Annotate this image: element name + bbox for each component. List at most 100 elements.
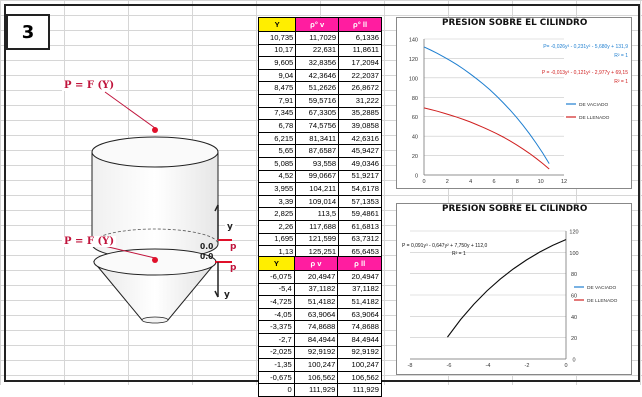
table-cell: 11,8611	[338, 43, 382, 58]
table-cell: 106,562	[337, 370, 382, 385]
y-tick-label: 80	[412, 96, 418, 102]
cylinder-axis-y: y	[225, 222, 235, 232]
table-cell: 7,91	[257, 93, 297, 108]
table-cell: 2,825	[257, 207, 297, 221]
table-row: -1,35 100,247 100,247	[258, 358, 382, 372]
y-tick-label: 120	[569, 230, 578, 236]
table-cell: 5,65	[257, 144, 297, 158]
table-cell: 10,17	[257, 43, 297, 58]
cone-axis-zero: 0.0	[200, 252, 214, 261]
table-cell: 111,929	[337, 383, 382, 397]
table-row: -4,725 51,4182 51,4182	[258, 295, 382, 309]
table-cell: 4,52	[257, 169, 297, 184]
table-cell: 67,3305	[295, 106, 340, 121]
table-cell: 42,6316	[338, 131, 382, 146]
table-row: 2,825 113,5 59,4861	[257, 207, 382, 221]
table-cell: 9,04	[257, 68, 297, 83]
table-cell: 20,4947	[293, 270, 339, 284]
table-cell: 74,8688	[293, 320, 339, 334]
table-cell: -5,4	[258, 282, 295, 297]
table-row: 9,04 42,3646 22,2037	[257, 68, 382, 83]
x-tick-label: 4	[469, 179, 472, 185]
legend-label: DE VACIADO	[579, 102, 608, 108]
table-top: Y ρ° v ρ° ll 10,735 11,7029 6,1336 10,17 22,…	[257, 17, 382, 284]
table-cell: 22,2037	[338, 68, 382, 83]
table-row: 8,475 51,2626 26,8672	[257, 81, 382, 95]
table-cell: 121,599	[295, 232, 340, 247]
chart-bottom-plot: 0 20 40 60 80 100 120 -8 -6 -4 -2 0 DE VACIADO DE LLE…	[402, 230, 618, 370]
table-row: -5,4 37,1182 37,1182	[258, 282, 382, 297]
y-tick-label: 100	[409, 76, 418, 82]
table-cell: 0	[258, 383, 295, 397]
table-cell: 45,9427	[338, 144, 382, 158]
table-cell: -0,675	[258, 370, 295, 385]
table-row: 0 111,929 111,929	[258, 383, 382, 397]
table-cell: 3,39	[257, 194, 297, 209]
x-tick-label: 6	[492, 179, 495, 185]
table-cell: 93,558	[295, 156, 340, 171]
table-cell: 74,8688	[337, 320, 382, 334]
table-cell: 92,9192	[337, 345, 382, 360]
x-tick-label: 10	[538, 179, 544, 185]
chart-top-area[interactable]	[396, 17, 632, 189]
table-row: 6,215 81,3411 42,6316	[257, 131, 382, 146]
table-cell: 113,5	[295, 207, 340, 221]
y-tick-label: 0	[572, 358, 575, 364]
x-tick-label: -4	[486, 363, 491, 369]
cylinder-axis-p: p	[230, 242, 237, 252]
table-row: 7,345 67,3305 35,2885	[257, 106, 382, 121]
table-cell: 104,211	[295, 182, 340, 196]
trendline-equation: P= -0,026y³ - 0,231y² - 5,680y + 131,9	[543, 44, 628, 50]
table-row: -6,075 20,4947 20,4947	[258, 270, 382, 284]
table-cell: 39,0858	[338, 119, 382, 133]
table-bottom-header-v: ρ v	[293, 256, 339, 271]
table-top-header-l: ρ° ll	[338, 17, 382, 32]
cylinder-drawing	[91, 91, 232, 324]
table-cell: 6,1336	[338, 31, 382, 45]
trendline-equation: R² = 1	[452, 251, 466, 257]
table-cell: 109,014	[295, 194, 340, 209]
table-cell: 87,6587	[295, 144, 340, 158]
table-cell: 106,562	[293, 370, 339, 385]
y-tick-label: 0	[415, 174, 418, 180]
table-row: 6,78 74,5756 39,0858	[257, 119, 382, 133]
table-cell: 17,2094	[338, 56, 382, 70]
table-cell: 42,3646	[295, 68, 340, 83]
table-cell: -2,7	[258, 332, 295, 347]
table-top-header-v: ρ° v	[295, 17, 340, 32]
table-row: -4,05 63,9064 63,9064	[258, 307, 382, 322]
y-tick-label: 20	[412, 154, 418, 160]
table-cell: 51,4182	[337, 295, 382, 309]
table-row: -3,375 74,8688 74,8688	[258, 320, 382, 334]
table-row: 10,735 11,7029 6,1336	[257, 31, 382, 45]
table-cell: 63,9064	[293, 307, 339, 322]
table-cell: 63,7312	[338, 232, 382, 247]
table-cell: 117,688	[295, 219, 340, 234]
table-cell: 37,1182	[293, 282, 339, 297]
series-line-1	[447, 239, 567, 338]
series-line-1	[423, 107, 550, 170]
table-cell: 54,6178	[338, 182, 382, 196]
table-cell: -6,075	[258, 270, 295, 284]
formula-top: P = F (Y)	[62, 80, 117, 91]
legend-label: DE VACIADO	[587, 285, 616, 291]
x-tick-label: -6	[447, 363, 452, 369]
table-cell: 100,247	[337, 358, 382, 372]
table-cell: 100,247	[293, 358, 339, 372]
table-cell: -4,05	[258, 307, 295, 322]
table-cell: 31,222	[338, 93, 382, 108]
table-top-header-y: Y	[257, 17, 297, 32]
legend-label: DE LLENADO	[587, 298, 618, 304]
table-cell: 51,9217	[338, 169, 382, 184]
table-cell: 74,5756	[295, 119, 340, 133]
chart-bottom-area[interactable]	[396, 203, 632, 375]
table-row: 9,605 32,8356 17,2094	[257, 56, 382, 70]
table-cell: 20,4947	[337, 270, 382, 284]
chart-top-title: PRESION SOBRE EL CILINDRO	[442, 18, 588, 28]
y-tick-label: 100	[569, 251, 578, 257]
table-row: 3,39 109,014 57,1353	[257, 194, 382, 209]
x-tick-label: 12	[561, 179, 567, 185]
table-cell: 84,4944	[337, 332, 382, 347]
table-cell: 11,7029	[295, 31, 340, 45]
table-cell: 32,8356	[295, 56, 340, 70]
